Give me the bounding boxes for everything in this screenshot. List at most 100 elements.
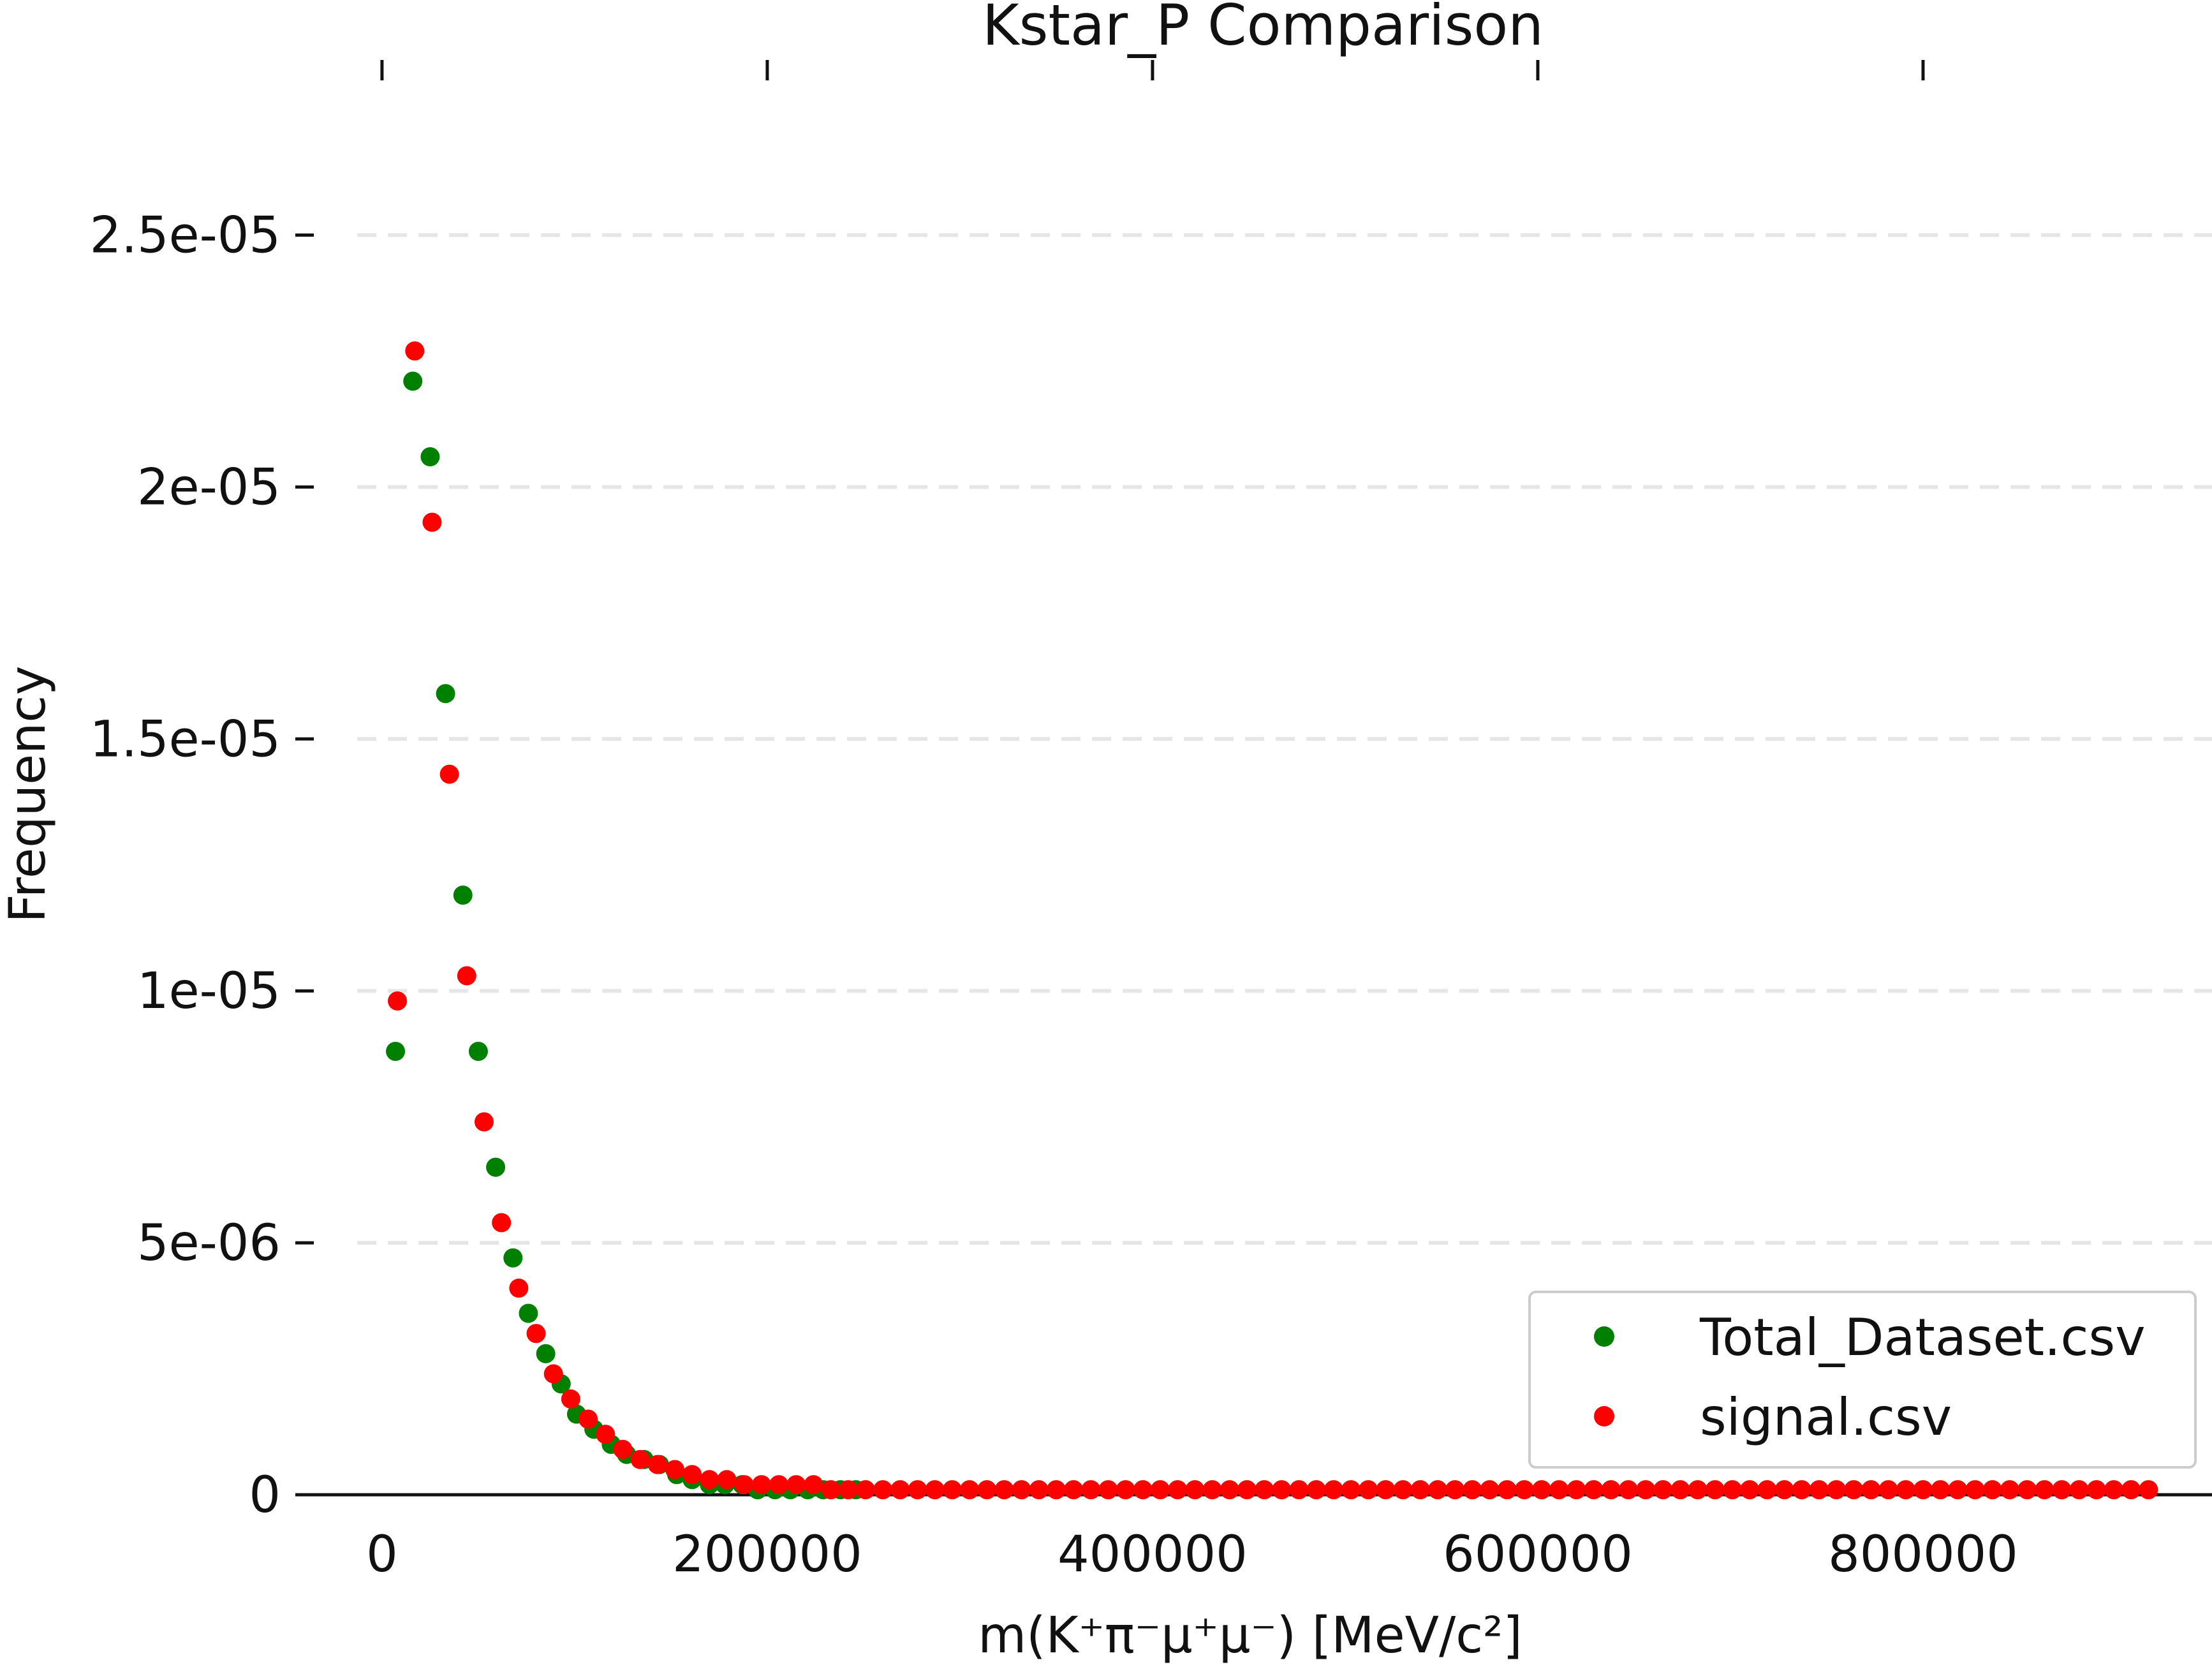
data-point	[579, 1409, 598, 1429]
data-point	[1081, 1480, 1101, 1500]
data-point	[561, 1389, 580, 1409]
data-point	[613, 1439, 633, 1459]
data-point	[1618, 1480, 1638, 1500]
data-point	[855, 1480, 875, 1500]
data-point	[804, 1475, 823, 1495]
data-point	[536, 1344, 556, 1363]
x-tick-label: 400000	[1058, 1526, 1248, 1583]
data-point	[1757, 1480, 1777, 1500]
legend-marker-total-dataset	[1594, 1326, 1614, 1347]
data-point	[734, 1475, 754, 1495]
data-point	[1982, 1480, 2002, 1500]
data-point	[420, 447, 440, 466]
y-tick-label: 2.5e-05	[90, 207, 281, 264]
data-point	[1965, 1480, 1985, 1500]
data-point	[942, 1480, 962, 1500]
data-point	[1809, 1480, 1829, 1500]
data-point	[1931, 1480, 1950, 1500]
y-tick-label: 0	[249, 1467, 281, 1524]
data-point	[1532, 1480, 1552, 1500]
data-point	[526, 1324, 546, 1344]
data-points	[386, 341, 2158, 1500]
data-point	[1445, 1480, 1465, 1500]
data-point	[509, 1278, 529, 1298]
data-point	[1861, 1480, 1881, 1500]
data-point	[1341, 1480, 1361, 1500]
data-point	[1705, 1480, 1725, 1500]
data-point	[1514, 1480, 1534, 1500]
data-point	[873, 1480, 893, 1500]
data-point	[422, 512, 442, 532]
y-tick-label: 2e-05	[137, 459, 281, 516]
data-point	[630, 1449, 650, 1469]
data-point	[1480, 1480, 1500, 1500]
data-point	[1688, 1480, 1707, 1500]
data-point	[2139, 1480, 2158, 1500]
data-point	[838, 1480, 858, 1500]
data-point	[1046, 1480, 1066, 1500]
data-point	[453, 885, 473, 905]
data-point	[1913, 1480, 1933, 1500]
data-point	[1567, 1480, 1586, 1500]
data-point	[1255, 1480, 1274, 1500]
data-point	[1844, 1480, 1864, 1500]
data-point	[1272, 1480, 1292, 1500]
legend-label-signal: signal.csv	[1700, 1388, 1952, 1447]
legend: Total_Dataset.csv signal.csv	[1528, 1291, 2197, 1469]
data-point	[1948, 1480, 1968, 1500]
chart-title: Kstar_P Comparison	[982, 0, 1544, 58]
data-point	[1306, 1480, 1326, 1500]
data-point	[519, 1303, 538, 1323]
data-point	[2086, 1480, 2106, 1500]
data-point	[994, 1480, 1014, 1500]
data-point	[1427, 1480, 1447, 1500]
data-point	[1878, 1480, 1898, 1500]
data-point	[2052, 1480, 2072, 1500]
data-point	[682, 1465, 702, 1485]
data-point	[1151, 1480, 1170, 1500]
data-point	[647, 1455, 667, 1474]
x-tick-label: 200000	[672, 1526, 862, 1583]
data-point	[596, 1425, 616, 1444]
data-point	[1116, 1480, 1135, 1500]
data-point	[388, 991, 408, 1011]
data-point	[1393, 1480, 1413, 1500]
series-signal	[388, 341, 2158, 1500]
data-point	[1740, 1480, 1760, 1500]
data-point	[2069, 1480, 2089, 1500]
x-tick-label: 0	[366, 1526, 398, 1583]
data-point	[474, 1112, 494, 1132]
data-point	[1584, 1480, 1604, 1500]
y-tick-label: 5e-06	[137, 1215, 281, 1272]
data-point	[700, 1470, 719, 1490]
data-point	[2000, 1480, 2019, 1500]
data-point	[403, 371, 423, 391]
y-axis-title: Frequency	[0, 666, 57, 923]
data-point	[1463, 1480, 1482, 1500]
y-tick-label: 1.5e-05	[90, 711, 281, 768]
data-point	[1064, 1480, 1084, 1500]
data-point	[1670, 1480, 1690, 1500]
data-point	[960, 1480, 980, 1500]
data-point	[925, 1480, 945, 1500]
data-point	[1410, 1480, 1430, 1500]
data-point	[1168, 1480, 1188, 1500]
data-point	[1722, 1480, 1742, 1500]
data-point	[1792, 1480, 1811, 1500]
x-tick-label: 600000	[1443, 1526, 1633, 1583]
data-point	[1774, 1480, 1794, 1500]
grid-lines	[357, 233, 2212, 1245]
data-point	[1359, 1480, 1378, 1500]
data-point	[908, 1480, 927, 1500]
data-point	[717, 1470, 737, 1490]
data-point	[2017, 1480, 2037, 1500]
data-point	[1653, 1480, 1673, 1500]
data-point	[2121, 1480, 2141, 1500]
data-point	[2035, 1480, 2054, 1500]
data-point	[1827, 1480, 1847, 1500]
data-point	[890, 1480, 910, 1500]
x-axis-title: m(K⁺π⁻μ⁺μ⁻) [MeV/c²]	[978, 1607, 1523, 1664]
data-point	[1202, 1480, 1222, 1500]
